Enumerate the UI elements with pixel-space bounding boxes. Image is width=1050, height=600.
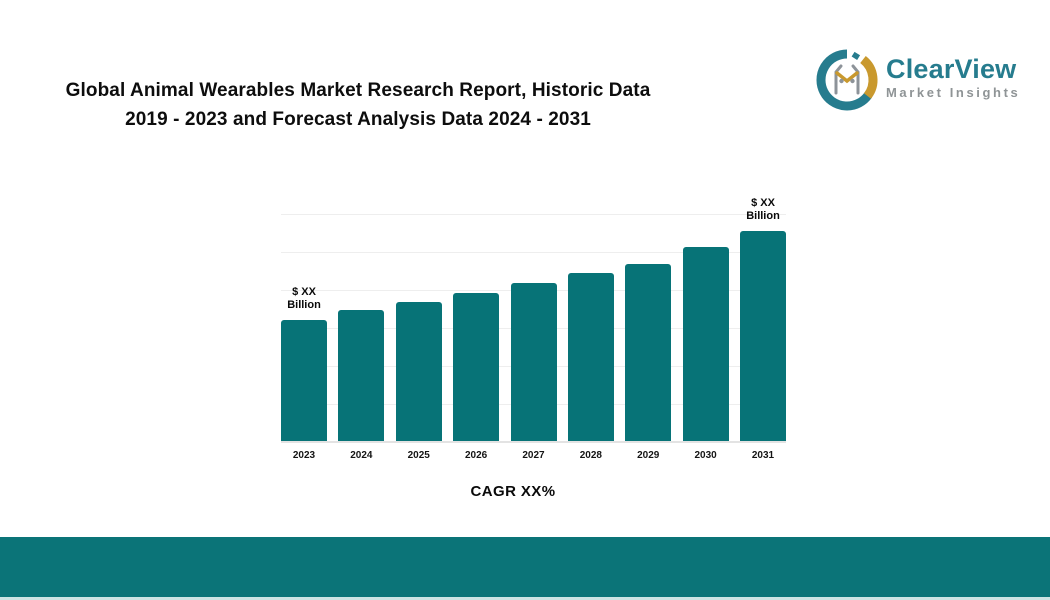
bar-2027	[510, 283, 557, 441]
brand-name: ClearView	[886, 54, 1017, 84]
bar-2028	[567, 273, 614, 441]
bar-value-label: $ XX Billion	[746, 197, 780, 222]
bar-2023	[281, 320, 327, 441]
page-title: Global Animal Wearables Market Research …	[38, 76, 678, 134]
gridline	[281, 252, 786, 253]
footer-bar: CONTACT US https://clearviewmarketinsigh…	[0, 537, 1050, 600]
x-tick-label: 2024	[350, 450, 373, 461]
bar-group-2024: 2024	[338, 214, 385, 461]
bar-group-2023: $ XX Billion 2023	[281, 214, 327, 461]
chart-bars: $ XX Billion 2023 2024 2025 2026 2027 2028 2029 2…	[281, 197, 786, 461]
x-tick-label: 2030	[694, 450, 717, 461]
gridline	[281, 214, 786, 215]
x-tick-label: 2029	[637, 450, 660, 461]
x-tick-label: 2031	[751, 450, 775, 461]
bar-2031	[740, 231, 786, 441]
bar-group-2030: 2030	[682, 214, 729, 461]
brand-tagline: Market Insights	[886, 85, 1021, 100]
page-title-line2: 2019 - 2023 and Forecast Analysis Data 2…	[125, 109, 591, 130]
x-tick-label: 2026	[465, 450, 488, 461]
owl-ring-logo-icon	[816, 49, 878, 111]
bar-group-2031: $ XX Billion 2031	[740, 197, 786, 461]
brand-logo-text: ClearView Market Insights	[886, 55, 1020, 100]
cagr-label: CAGR XX%	[470, 483, 556, 500]
bar-value-label: $ XX Billion	[287, 286, 321, 311]
bar-2025	[395, 302, 442, 441]
bar-group-2028: 2028	[567, 214, 614, 461]
bar-2030	[682, 247, 729, 441]
brand-logo: ClearView Market Insights	[815, 48, 1020, 112]
x-tick-label: 2028	[579, 450, 602, 461]
bar-2024	[338, 310, 385, 441]
x-tick-label: 2025	[407, 450, 430, 461]
x-tick-label: 2023	[292, 450, 316, 461]
bar-group-2026: 2026	[453, 214, 500, 461]
bar-group-2027: 2027	[510, 214, 557, 461]
bar-2029	[625, 264, 672, 441]
bar-group-2029: 2029	[625, 214, 672, 461]
bar-2026	[453, 293, 500, 441]
bar-chart: $ XX Billion 2023 2024 2025 2026 2027 2028 2029 2…	[281, 197, 786, 461]
bar-group-2025: 2025	[395, 214, 442, 461]
page-title-line1: Global Animal Wearables Market Research …	[65, 80, 651, 101]
x-tick-label: 2027	[522, 450, 545, 461]
